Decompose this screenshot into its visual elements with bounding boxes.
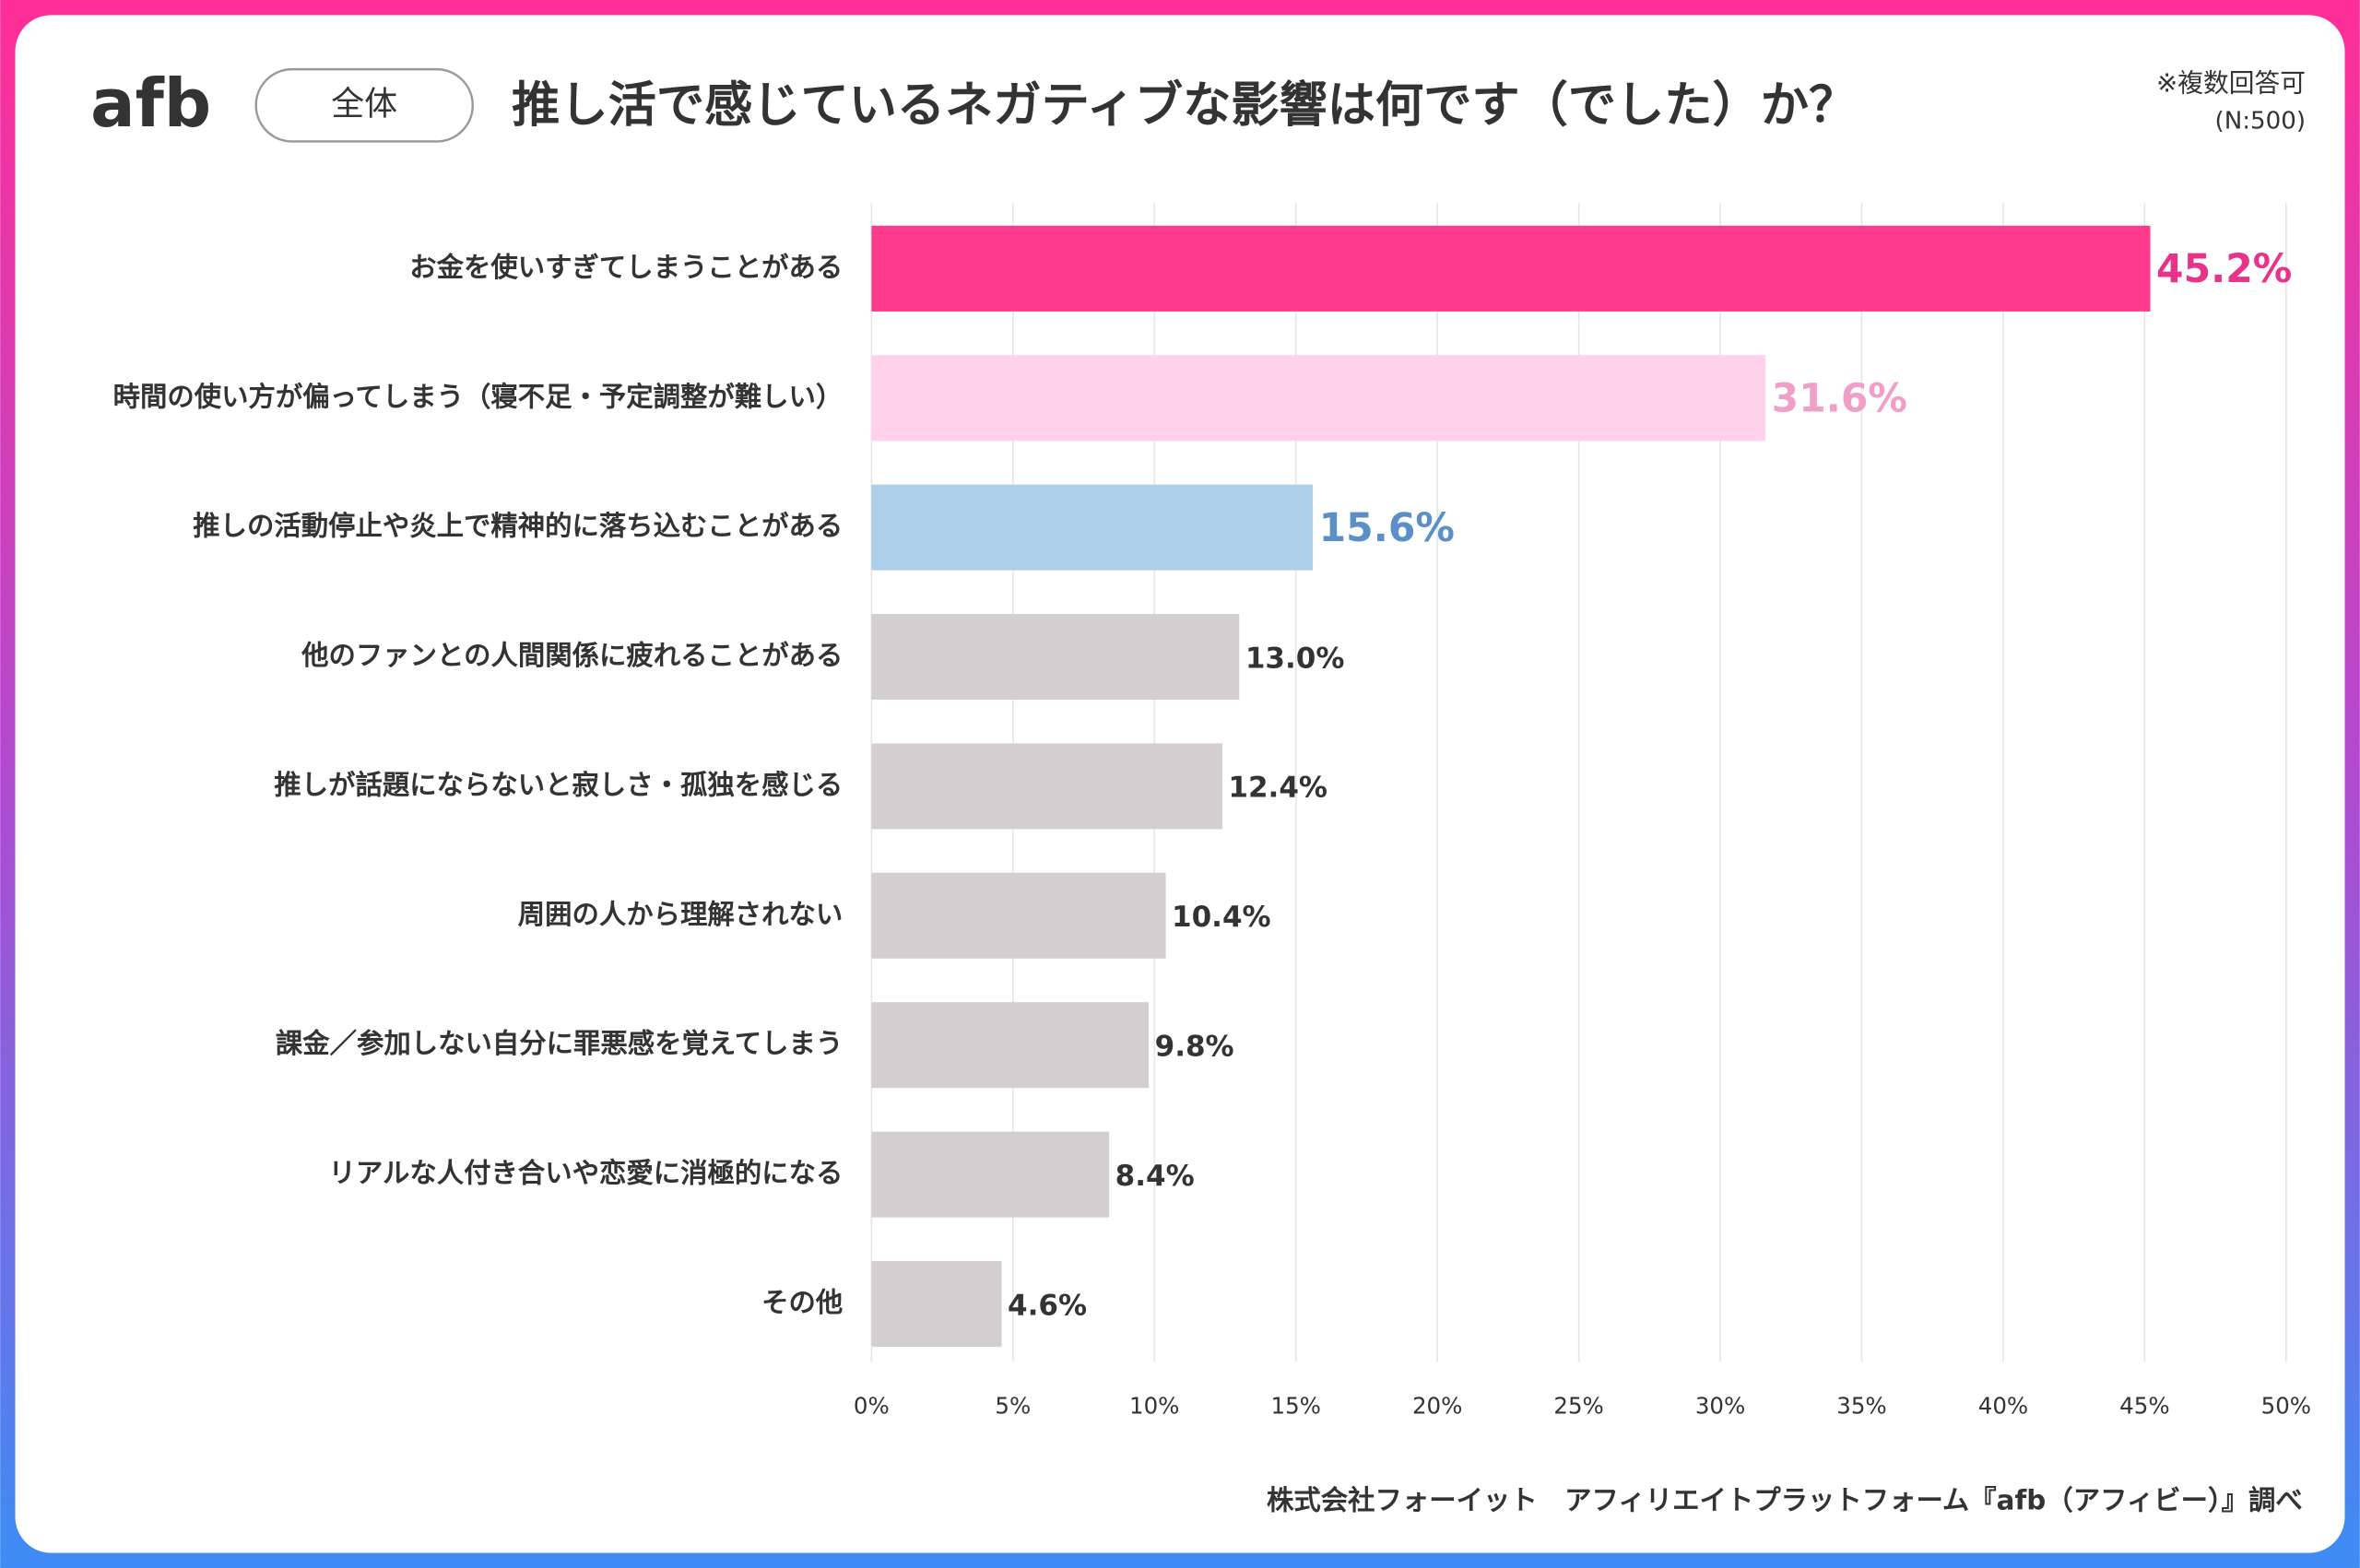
x-tick-label: 50%	[2261, 1392, 2311, 1419]
category-label: 課金／参加しない自分に罪悪感を覚えてしまう	[276, 1028, 843, 1059]
chart-title: 推し活で感じているネガティブな影響は何です（でした）か？	[512, 78, 1857, 134]
x-tick-label: 40%	[1978, 1392, 2028, 1419]
x-tick-label: 0%	[854, 1392, 890, 1419]
category-label: 時間の使い方が偏ってしまう（寝不足・予定調整が難しい）	[113, 381, 844, 412]
value-label: 45.2%	[2156, 247, 2292, 292]
category-label: その他	[761, 1287, 843, 1318]
bar	[871, 872, 1166, 959]
value-label: 15.6%	[1319, 506, 1455, 551]
value-label: 13.0%	[1245, 642, 1345, 675]
note: ※複数回答可	[2156, 67, 2306, 98]
x-tick-label: 30%	[1695, 1392, 1745, 1419]
bar	[871, 1260, 1002, 1348]
bar	[871, 1002, 1150, 1089]
category-label: 推しが話題にならないと寂しさ・孤独を感じる	[274, 769, 843, 800]
x-tick-label: 15%	[1271, 1392, 1321, 1419]
x-tick-label: 5%	[995, 1392, 1031, 1419]
bar	[871, 355, 1766, 442]
bar	[871, 484, 1314, 571]
x-tick-label: 20%	[1412, 1392, 1462, 1419]
value-label: 10.4%	[1172, 901, 1271, 934]
category-label: 他のファンとの人間関係に疲れることがある	[301, 640, 843, 671]
value-label: 4.6%	[1008, 1289, 1087, 1322]
value-label: 31.6%	[1772, 377, 1907, 422]
bar	[871, 1131, 1110, 1218]
category-label: お金を使いすぎてしまうことがある	[409, 252, 843, 283]
x-tick-label: 35%	[1836, 1392, 1886, 1419]
sample: (N:500)	[2215, 108, 2307, 136]
source: 株式会社フォーイット アフィリエイトプラットフォーム『afb（アフィビー）』調べ	[1267, 1485, 2303, 1516]
value-label: 9.8%	[1155, 1030, 1234, 1063]
plot: 0% 5% 10% 15% 20% 25% 30% 35% 40% 45% 50% お金を使いすぎてし…	[113, 203, 2311, 1419]
category-label: リアルな人付き合いや恋愛に消極的になる	[328, 1158, 843, 1189]
bar	[871, 743, 1222, 830]
bar	[871, 614, 1240, 701]
value-label: 12.4%	[1228, 772, 1328, 805]
bar	[871, 225, 2151, 312]
x-tick-label: 45%	[2119, 1392, 2169, 1419]
badge: 全体	[331, 85, 397, 123]
logo: afb	[90, 65, 211, 142]
badge-pill	[254, 67, 474, 143]
category-label: 周囲の人から理解されない	[518, 899, 844, 930]
x-tick-label: 25%	[1553, 1392, 1603, 1419]
category-label: 推しの活動停止や炎上で精神的に落ち込むことがある	[193, 511, 843, 542]
value-label: 8.4%	[1115, 1160, 1195, 1193]
x-tick-label: 10%	[1129, 1392, 1179, 1419]
